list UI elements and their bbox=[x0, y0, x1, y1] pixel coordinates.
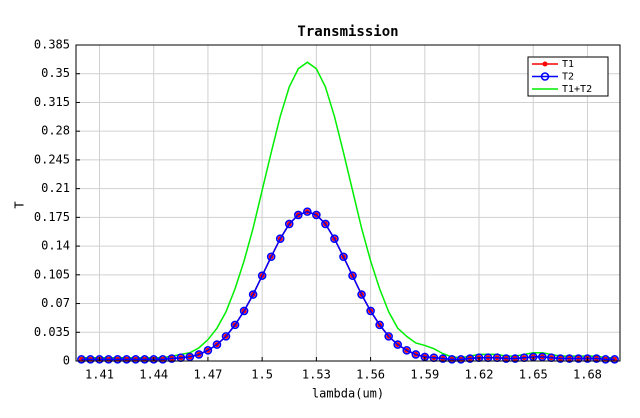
point bbox=[330, 234, 339, 244]
x-tick-label: 1.41 bbox=[85, 368, 114, 382]
plot-frame bbox=[75, 44, 621, 362]
point bbox=[293, 210, 303, 220]
point bbox=[248, 290, 258, 299]
point bbox=[574, 354, 583, 363]
point bbox=[402, 346, 412, 355]
x-tick-label: 1.47 bbox=[193, 368, 222, 382]
point bbox=[366, 306, 375, 316]
point bbox=[86, 355, 95, 364]
point bbox=[321, 219, 330, 229]
y-tick-label: 0.385 bbox=[34, 38, 70, 52]
y-tick-label: 0.21 bbox=[41, 181, 70, 195]
y-axis-label: T bbox=[13, 201, 27, 208]
point bbox=[501, 354, 511, 363]
series-line bbox=[81, 210, 615, 361]
x-tick-label: 1.53 bbox=[302, 368, 331, 382]
point bbox=[384, 332, 393, 341]
point bbox=[348, 271, 357, 280]
point bbox=[122, 355, 131, 364]
x-tick-label: 1.5 bbox=[251, 368, 273, 382]
point bbox=[149, 355, 159, 364]
point bbox=[592, 354, 601, 363]
point bbox=[95, 355, 104, 364]
point bbox=[266, 252, 276, 262]
legend-marker bbox=[542, 61, 548, 67]
point bbox=[284, 219, 294, 229]
point bbox=[203, 346, 213, 355]
x-tick-label: 1.62 bbox=[465, 368, 494, 382]
y-tick-label: 0.07 bbox=[41, 296, 70, 310]
point bbox=[239, 306, 249, 316]
y-tick-label: 0.245 bbox=[34, 152, 70, 166]
x-tick-label: 1.65 bbox=[519, 368, 548, 382]
point bbox=[303, 207, 312, 216]
point bbox=[556, 354, 565, 363]
point bbox=[312, 210, 321, 220]
point bbox=[465, 354, 475, 363]
point bbox=[565, 354, 574, 363]
point bbox=[610, 355, 619, 364]
point bbox=[230, 320, 240, 330]
y-tick-label: 0 bbox=[63, 354, 70, 368]
point bbox=[257, 271, 267, 280]
point bbox=[221, 332, 231, 341]
x-tick-label: 1.56 bbox=[356, 368, 385, 382]
point bbox=[438, 354, 448, 363]
point bbox=[275, 234, 285, 244]
chart-title: Transmission bbox=[297, 24, 398, 40]
point bbox=[375, 320, 384, 330]
x-axis-label: lambda(um) bbox=[312, 387, 384, 401]
point bbox=[131, 355, 140, 364]
legend-label: T2 bbox=[562, 72, 574, 83]
point bbox=[411, 350, 421, 359]
y-tick-label: 0.28 bbox=[41, 124, 70, 138]
legend-marker bbox=[540, 72, 550, 81]
y-tick-label: 0.035 bbox=[34, 325, 70, 339]
legend-label: T1 bbox=[562, 59, 574, 70]
x-tick-label: 1.44 bbox=[139, 368, 168, 382]
point bbox=[167, 354, 177, 363]
point bbox=[601, 355, 610, 364]
x-tick-label: 1.68 bbox=[573, 368, 602, 382]
point bbox=[140, 355, 149, 364]
point bbox=[158, 355, 168, 364]
point bbox=[339, 252, 348, 262]
plot-area bbox=[76, 45, 620, 361]
x-tick-label: 1.59 bbox=[410, 368, 439, 382]
point bbox=[447, 355, 457, 364]
y-tick-label: 0.35 bbox=[41, 66, 70, 80]
legend-label: T1+T2 bbox=[562, 84, 592, 95]
point bbox=[77, 355, 86, 364]
y-tick-label: 0.14 bbox=[41, 239, 70, 253]
point bbox=[583, 354, 592, 363]
point bbox=[104, 355, 113, 364]
point bbox=[456, 355, 466, 364]
point bbox=[357, 290, 366, 299]
y-tick-label: 0.315 bbox=[34, 95, 70, 109]
point bbox=[212, 340, 222, 349]
y-tick-label: 0.105 bbox=[34, 267, 70, 281]
point bbox=[393, 340, 403, 349]
point bbox=[537, 352, 547, 362]
y-tick-label: 0.175 bbox=[34, 210, 70, 224]
point bbox=[185, 352, 195, 362]
point bbox=[510, 354, 520, 363]
point bbox=[194, 350, 204, 359]
point bbox=[113, 355, 122, 364]
